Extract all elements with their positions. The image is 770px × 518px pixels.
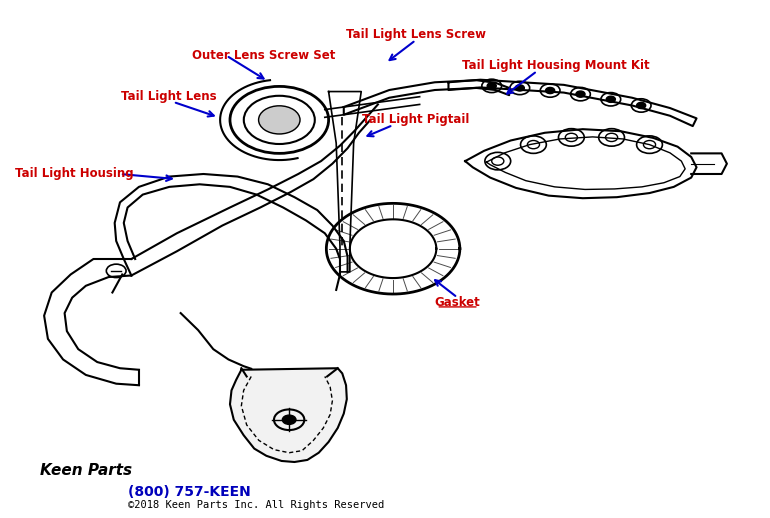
Text: Tail Light Pigtail: Tail Light Pigtail xyxy=(362,113,470,126)
Circle shape xyxy=(515,85,524,91)
Circle shape xyxy=(606,96,615,103)
Circle shape xyxy=(487,83,496,89)
Circle shape xyxy=(283,415,296,424)
Text: Tail Light Housing: Tail Light Housing xyxy=(15,167,134,180)
Circle shape xyxy=(546,88,554,94)
Text: Tail Light Lens Screw: Tail Light Lens Screw xyxy=(346,28,486,41)
Text: Outer Lens Screw Set: Outer Lens Screw Set xyxy=(192,49,336,62)
Text: (800) 757-KEEN: (800) 757-KEEN xyxy=(128,485,250,499)
Text: Tail Light Lens: Tail Light Lens xyxy=(122,90,217,103)
Polygon shape xyxy=(230,368,346,462)
Text: ©2018 Keen Parts Inc. All Rights Reserved: ©2018 Keen Parts Inc. All Rights Reserve… xyxy=(128,500,383,510)
Text: Gasket: Gasket xyxy=(435,296,480,309)
Circle shape xyxy=(259,106,300,134)
Text: Tail Light Housing Mount Kit: Tail Light Housing Mount Kit xyxy=(462,59,650,73)
Circle shape xyxy=(576,91,585,97)
Text: Keen Parts: Keen Parts xyxy=(40,463,132,478)
Circle shape xyxy=(637,103,646,109)
